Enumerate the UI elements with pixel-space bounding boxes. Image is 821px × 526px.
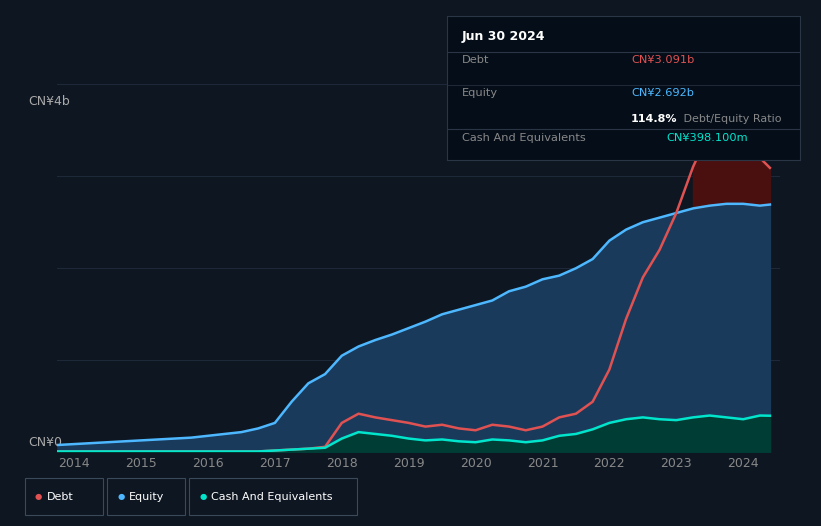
Text: CN¥398.100m: CN¥398.100m bbox=[667, 133, 748, 143]
Text: ●: ● bbox=[117, 492, 124, 501]
Text: ●: ● bbox=[200, 492, 206, 501]
Text: Cash And Equivalents: Cash And Equivalents bbox=[461, 133, 585, 143]
Text: 114.8%: 114.8% bbox=[631, 114, 677, 124]
Text: CN¥2.692b: CN¥2.692b bbox=[631, 88, 694, 98]
Text: Debt: Debt bbox=[461, 55, 489, 65]
Text: Cash And Equivalents: Cash And Equivalents bbox=[211, 491, 333, 502]
Text: CN¥3.091b: CN¥3.091b bbox=[631, 55, 695, 65]
Text: CN¥0: CN¥0 bbox=[29, 436, 62, 449]
Text: Debt: Debt bbox=[47, 491, 74, 502]
Text: Jun 30 2024: Jun 30 2024 bbox=[461, 30, 545, 43]
Text: ●: ● bbox=[35, 492, 42, 501]
Text: Equity: Equity bbox=[461, 88, 498, 98]
Text: Debt/Equity Ratio: Debt/Equity Ratio bbox=[681, 114, 782, 124]
Text: Equity: Equity bbox=[129, 491, 164, 502]
Text: CN¥4b: CN¥4b bbox=[29, 95, 71, 108]
